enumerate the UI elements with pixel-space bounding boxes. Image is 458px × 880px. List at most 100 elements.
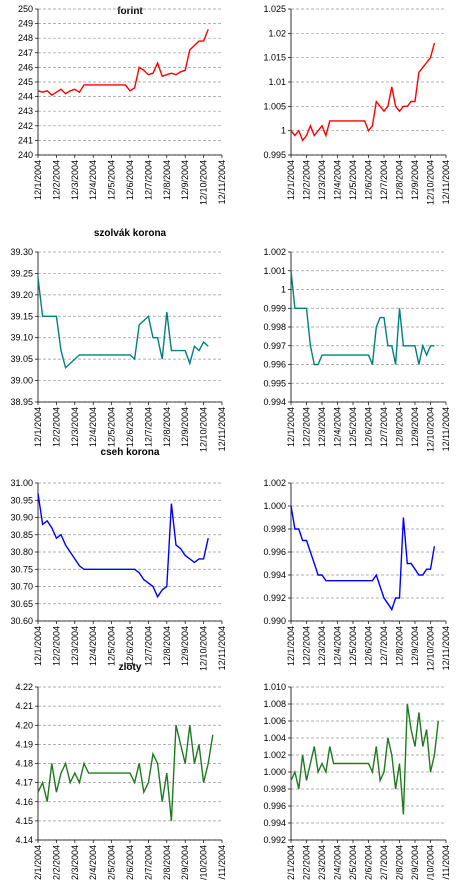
y-tick-label: 0.990 bbox=[263, 616, 286, 626]
y-tick-label: 4.20 bbox=[15, 720, 33, 730]
y-tick-label: 0.992 bbox=[263, 593, 286, 603]
series-line bbox=[290, 505, 436, 612]
chart-title: cseh korona bbox=[101, 447, 160, 458]
x-tick-label: 12/2/2004 bbox=[302, 407, 312, 447]
chart-title: szolvák korona bbox=[94, 228, 167, 239]
x-tick-label: 12/1/2004 bbox=[33, 845, 43, 880]
x-tick-label: 12/1/2004 bbox=[33, 407, 43, 447]
y-tick-label: 1.008 bbox=[263, 699, 286, 709]
y-tick-label: 0.995 bbox=[263, 378, 286, 388]
y-tick-label: 39.20 bbox=[10, 290, 33, 300]
y-tick-label: 0.995 bbox=[263, 150, 286, 160]
x-tick-label: 12/3/2004 bbox=[70, 160, 80, 200]
y-tick-label: 1.002 bbox=[263, 247, 286, 257]
y-tick-label: 30.60 bbox=[10, 616, 33, 626]
y-tick-label: 1.015 bbox=[263, 53, 286, 63]
x-tick-label: 12/1/2004 bbox=[33, 160, 43, 200]
y-tick-label: 242 bbox=[18, 121, 33, 131]
x-tick-label: 12/9/2004 bbox=[410, 626, 420, 666]
x-tick-label: 12/11/2004 bbox=[217, 160, 227, 204]
y-tick-label: 1.000 bbox=[263, 767, 286, 777]
y-tick-label: 1.010 bbox=[263, 682, 286, 692]
y-tick-label: 38.95 bbox=[10, 397, 33, 407]
series-line bbox=[290, 270, 435, 366]
x-tick-label: 12/8/2004 bbox=[162, 407, 172, 447]
x-tick-label: 12/6/2004 bbox=[125, 845, 135, 880]
y-tick-label: 39.00 bbox=[10, 376, 33, 386]
y-tick-label: 0.994 bbox=[263, 818, 286, 828]
x-tick-label: 12/5/2004 bbox=[348, 626, 358, 666]
y-tick-label: 30.95 bbox=[10, 495, 33, 505]
x-tick-label: 12/11/2004 bbox=[441, 845, 451, 880]
y-tick-label: 1.000 bbox=[263, 501, 286, 511]
y-tick-label: 1.006 bbox=[263, 716, 286, 726]
y-tick-label: 4.22 bbox=[15, 682, 33, 692]
x-tick-label: 12/6/2004 bbox=[364, 845, 374, 880]
x-tick-label: 12/6/2004 bbox=[125, 407, 135, 447]
y-tick-label: 240 bbox=[18, 150, 33, 160]
y-tick-label: 1 bbox=[281, 285, 286, 295]
x-tick-label: 12/11/2004 bbox=[441, 160, 451, 204]
y-tick-label: 246 bbox=[18, 62, 33, 72]
x-tick-label: 12/6/2004 bbox=[125, 160, 135, 200]
y-tick-label: 1.02 bbox=[268, 28, 286, 38]
x-tick-label: 12/6/2004 bbox=[125, 626, 135, 666]
series-line bbox=[37, 725, 214, 821]
x-tick-label: 12/5/2004 bbox=[348, 160, 358, 200]
x-tick-label: 12/5/2004 bbox=[107, 845, 117, 880]
y-tick-label: 30.80 bbox=[10, 547, 33, 557]
y-tick-label: 4.21 bbox=[15, 701, 33, 711]
x-tick-label: 12/10/2004 bbox=[199, 626, 209, 671]
x-tick-label: 12/10/2004 bbox=[199, 160, 209, 205]
x-tick-label: 12/1/2004 bbox=[286, 626, 296, 666]
x-tick-label: 12/4/2004 bbox=[333, 407, 343, 447]
series-line bbox=[37, 493, 209, 599]
y-tick-label: 4.15 bbox=[15, 816, 33, 826]
x-tick-label: 12/10/2004 bbox=[426, 845, 436, 880]
x-tick-label: 12/5/2004 bbox=[107, 626, 117, 666]
x-tick-label: 12/7/2004 bbox=[143, 626, 153, 666]
y-tick-label: 249 bbox=[18, 19, 33, 29]
y-tick-label: 1.004 bbox=[263, 733, 286, 743]
x-tick-label: 12/8/2004 bbox=[162, 160, 172, 200]
y-tick-label: 245 bbox=[18, 77, 33, 87]
x-tick-label: 12/9/2004 bbox=[180, 160, 190, 200]
x-tick-label: 12/8/2004 bbox=[395, 160, 405, 200]
x-tick-label: 12/4/2004 bbox=[88, 160, 98, 200]
series-line bbox=[37, 29, 209, 96]
x-tick-label: 12/11/2004 bbox=[217, 845, 227, 880]
series-line bbox=[37, 277, 209, 370]
x-tick-label: 12/3/2004 bbox=[70, 845, 80, 880]
y-tick-label: 39.15 bbox=[10, 311, 33, 321]
chart-title: zloty bbox=[119, 662, 142, 673]
x-tick-label: 12/9/2004 bbox=[410, 407, 420, 447]
y-tick-label: 1.01 bbox=[268, 77, 286, 87]
y-tick-label: 4.18 bbox=[15, 759, 33, 769]
y-tick-label: 244 bbox=[18, 92, 33, 102]
y-tick-label: 30.65 bbox=[10, 599, 33, 609]
x-tick-label: 12/11/2004 bbox=[441, 407, 451, 451]
y-tick-label: 250 bbox=[18, 4, 33, 14]
x-tick-label: 12/6/2004 bbox=[364, 160, 374, 200]
chart-title: forint bbox=[117, 6, 143, 17]
y-tick-label: 0.998 bbox=[263, 322, 286, 332]
y-tick-label: 1.005 bbox=[263, 101, 286, 111]
x-tick-label: 12/5/2004 bbox=[348, 407, 358, 447]
y-tick-label: 39.25 bbox=[10, 268, 33, 278]
x-tick-label: 12/9/2004 bbox=[180, 845, 190, 880]
x-tick-label: 12/1/2004 bbox=[286, 845, 296, 880]
x-tick-label: 12/7/2004 bbox=[143, 160, 153, 200]
x-tick-label: 12/3/2004 bbox=[317, 160, 327, 200]
x-tick-label: 12/7/2004 bbox=[143, 845, 153, 880]
y-tick-label: 30.75 bbox=[10, 564, 33, 574]
x-tick-label: 12/10/2004 bbox=[199, 407, 209, 452]
series-line bbox=[290, 42, 436, 142]
x-tick-label: 12/3/2004 bbox=[317, 407, 327, 447]
x-tick-label: 12/2/2004 bbox=[302, 160, 312, 200]
x-tick-label: 12/9/2004 bbox=[180, 407, 190, 447]
x-tick-label: 12/2/2004 bbox=[302, 626, 312, 666]
y-tick-label: 39.30 bbox=[10, 247, 33, 257]
y-tick-label: 1.001 bbox=[263, 266, 286, 276]
x-tick-label: 12/10/2004 bbox=[426, 160, 436, 205]
x-tick-label: 12/4/2004 bbox=[88, 407, 98, 447]
